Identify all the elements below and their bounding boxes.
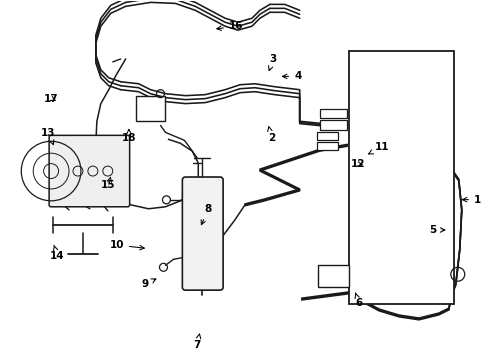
Text: 4: 4 (282, 71, 301, 81)
Text: 2: 2 (267, 127, 275, 143)
Text: 10: 10 (109, 240, 144, 250)
Text: 18: 18 (122, 129, 136, 143)
Bar (317, 265, 349, 287)
Bar (349, 51, 453, 304)
Text: 3: 3 (268, 54, 277, 71)
Bar (316, 142, 338, 150)
Text: 15: 15 (101, 177, 115, 190)
Bar (319, 121, 346, 130)
Text: 14: 14 (50, 245, 64, 261)
Text: 17: 17 (44, 94, 59, 104)
Text: 12: 12 (350, 159, 364, 169)
Text: 16: 16 (216, 21, 243, 31)
Text: 9: 9 (141, 279, 156, 289)
Bar (319, 109, 346, 118)
Text: 1: 1 (462, 195, 480, 204)
Text: 11: 11 (368, 142, 388, 154)
Text: 13: 13 (41, 128, 56, 145)
Text: 7: 7 (193, 334, 201, 350)
Bar (135, 96, 165, 121)
Text: 5: 5 (428, 225, 444, 235)
FancyBboxPatch shape (182, 177, 223, 290)
Bar (316, 132, 338, 140)
Text: 6: 6 (354, 293, 362, 308)
Text: 8: 8 (201, 204, 211, 225)
FancyBboxPatch shape (49, 135, 129, 207)
